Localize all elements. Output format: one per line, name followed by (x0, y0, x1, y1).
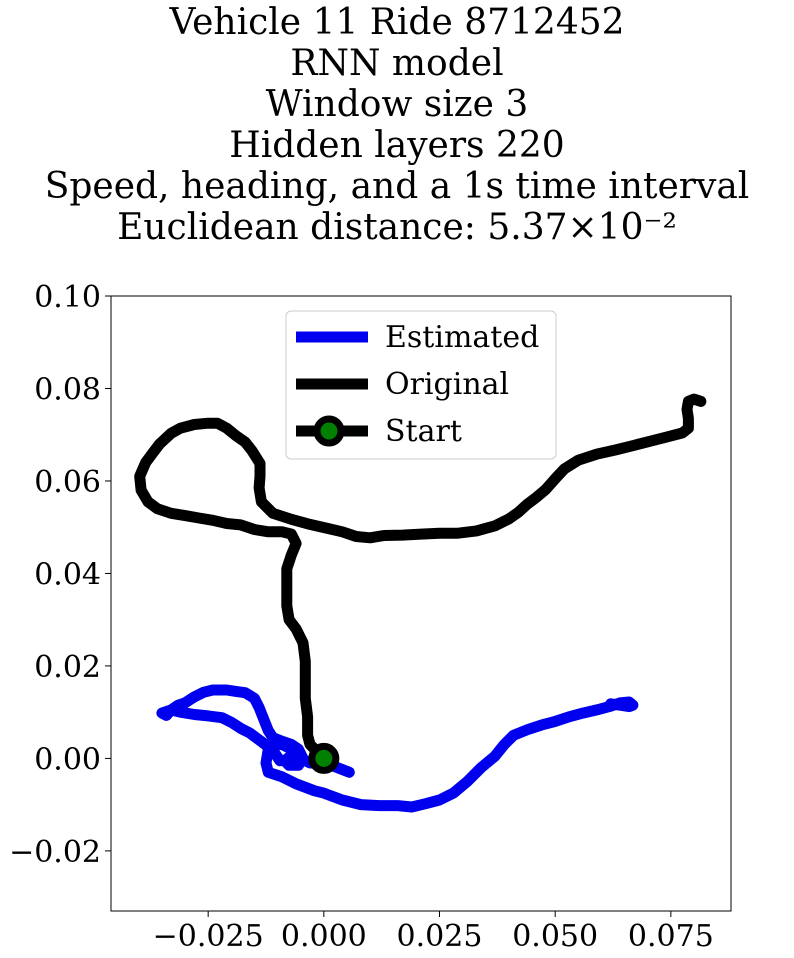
y-tick-label: 0.06 (34, 465, 101, 500)
y-axis: −0.02 0.00 0.02 0.04 0.06 0.08 0.10 (9, 280, 111, 870)
legend: Estimated Original Start (285, 310, 557, 460)
x-tick-label: 0.000 (281, 919, 367, 954)
legend-label-original: Original (385, 367, 509, 402)
legend-box (285, 310, 557, 460)
y-tick-label: 0.00 (34, 742, 101, 777)
x-tick-label: −0.025 (153, 919, 264, 954)
y-tick-label: 0.10 (34, 280, 101, 315)
series-layer (134, 393, 707, 813)
title-line-model: RNN model (290, 43, 504, 84)
title-line-distance: Euclidean distance: 5.37×10⁻² (117, 207, 677, 248)
legend-label-start: Start (385, 414, 462, 449)
start-point-marker (308, 742, 340, 774)
y-tick-label: 0.08 (34, 372, 101, 407)
x-tick-label: 0.025 (397, 919, 483, 954)
x-axis: −0.025 0.000 0.025 0.050 0.075 (153, 911, 714, 954)
chart-title: Vehicle 11 Ride 8712452 RNN model Window… (0, 2, 794, 248)
legend-label-estimated: Estimated (385, 320, 539, 355)
title-line-window: Window size 3 (265, 84, 529, 125)
legend-start-marker (313, 415, 345, 447)
title-line-features: Speed, heading, and a 1s time interval (44, 166, 750, 207)
plot-frame (110, 295, 732, 912)
series-line-estimated-1 (156, 684, 309, 771)
y-tick-label: −0.02 (9, 835, 101, 870)
series-line-original-2 (134, 393, 707, 764)
title-line-hidden: Hidden layers 220 (229, 125, 565, 166)
y-tick-label: 0.04 (34, 557, 101, 592)
title-line-vehicle: Vehicle 11 Ride 8712452 (169, 2, 625, 43)
x-tick-label: 0.075 (628, 919, 714, 954)
y-tick-label: 0.02 (34, 650, 101, 685)
x-tick-label: 0.050 (512, 919, 598, 954)
start-marker-layer (308, 742, 340, 774)
